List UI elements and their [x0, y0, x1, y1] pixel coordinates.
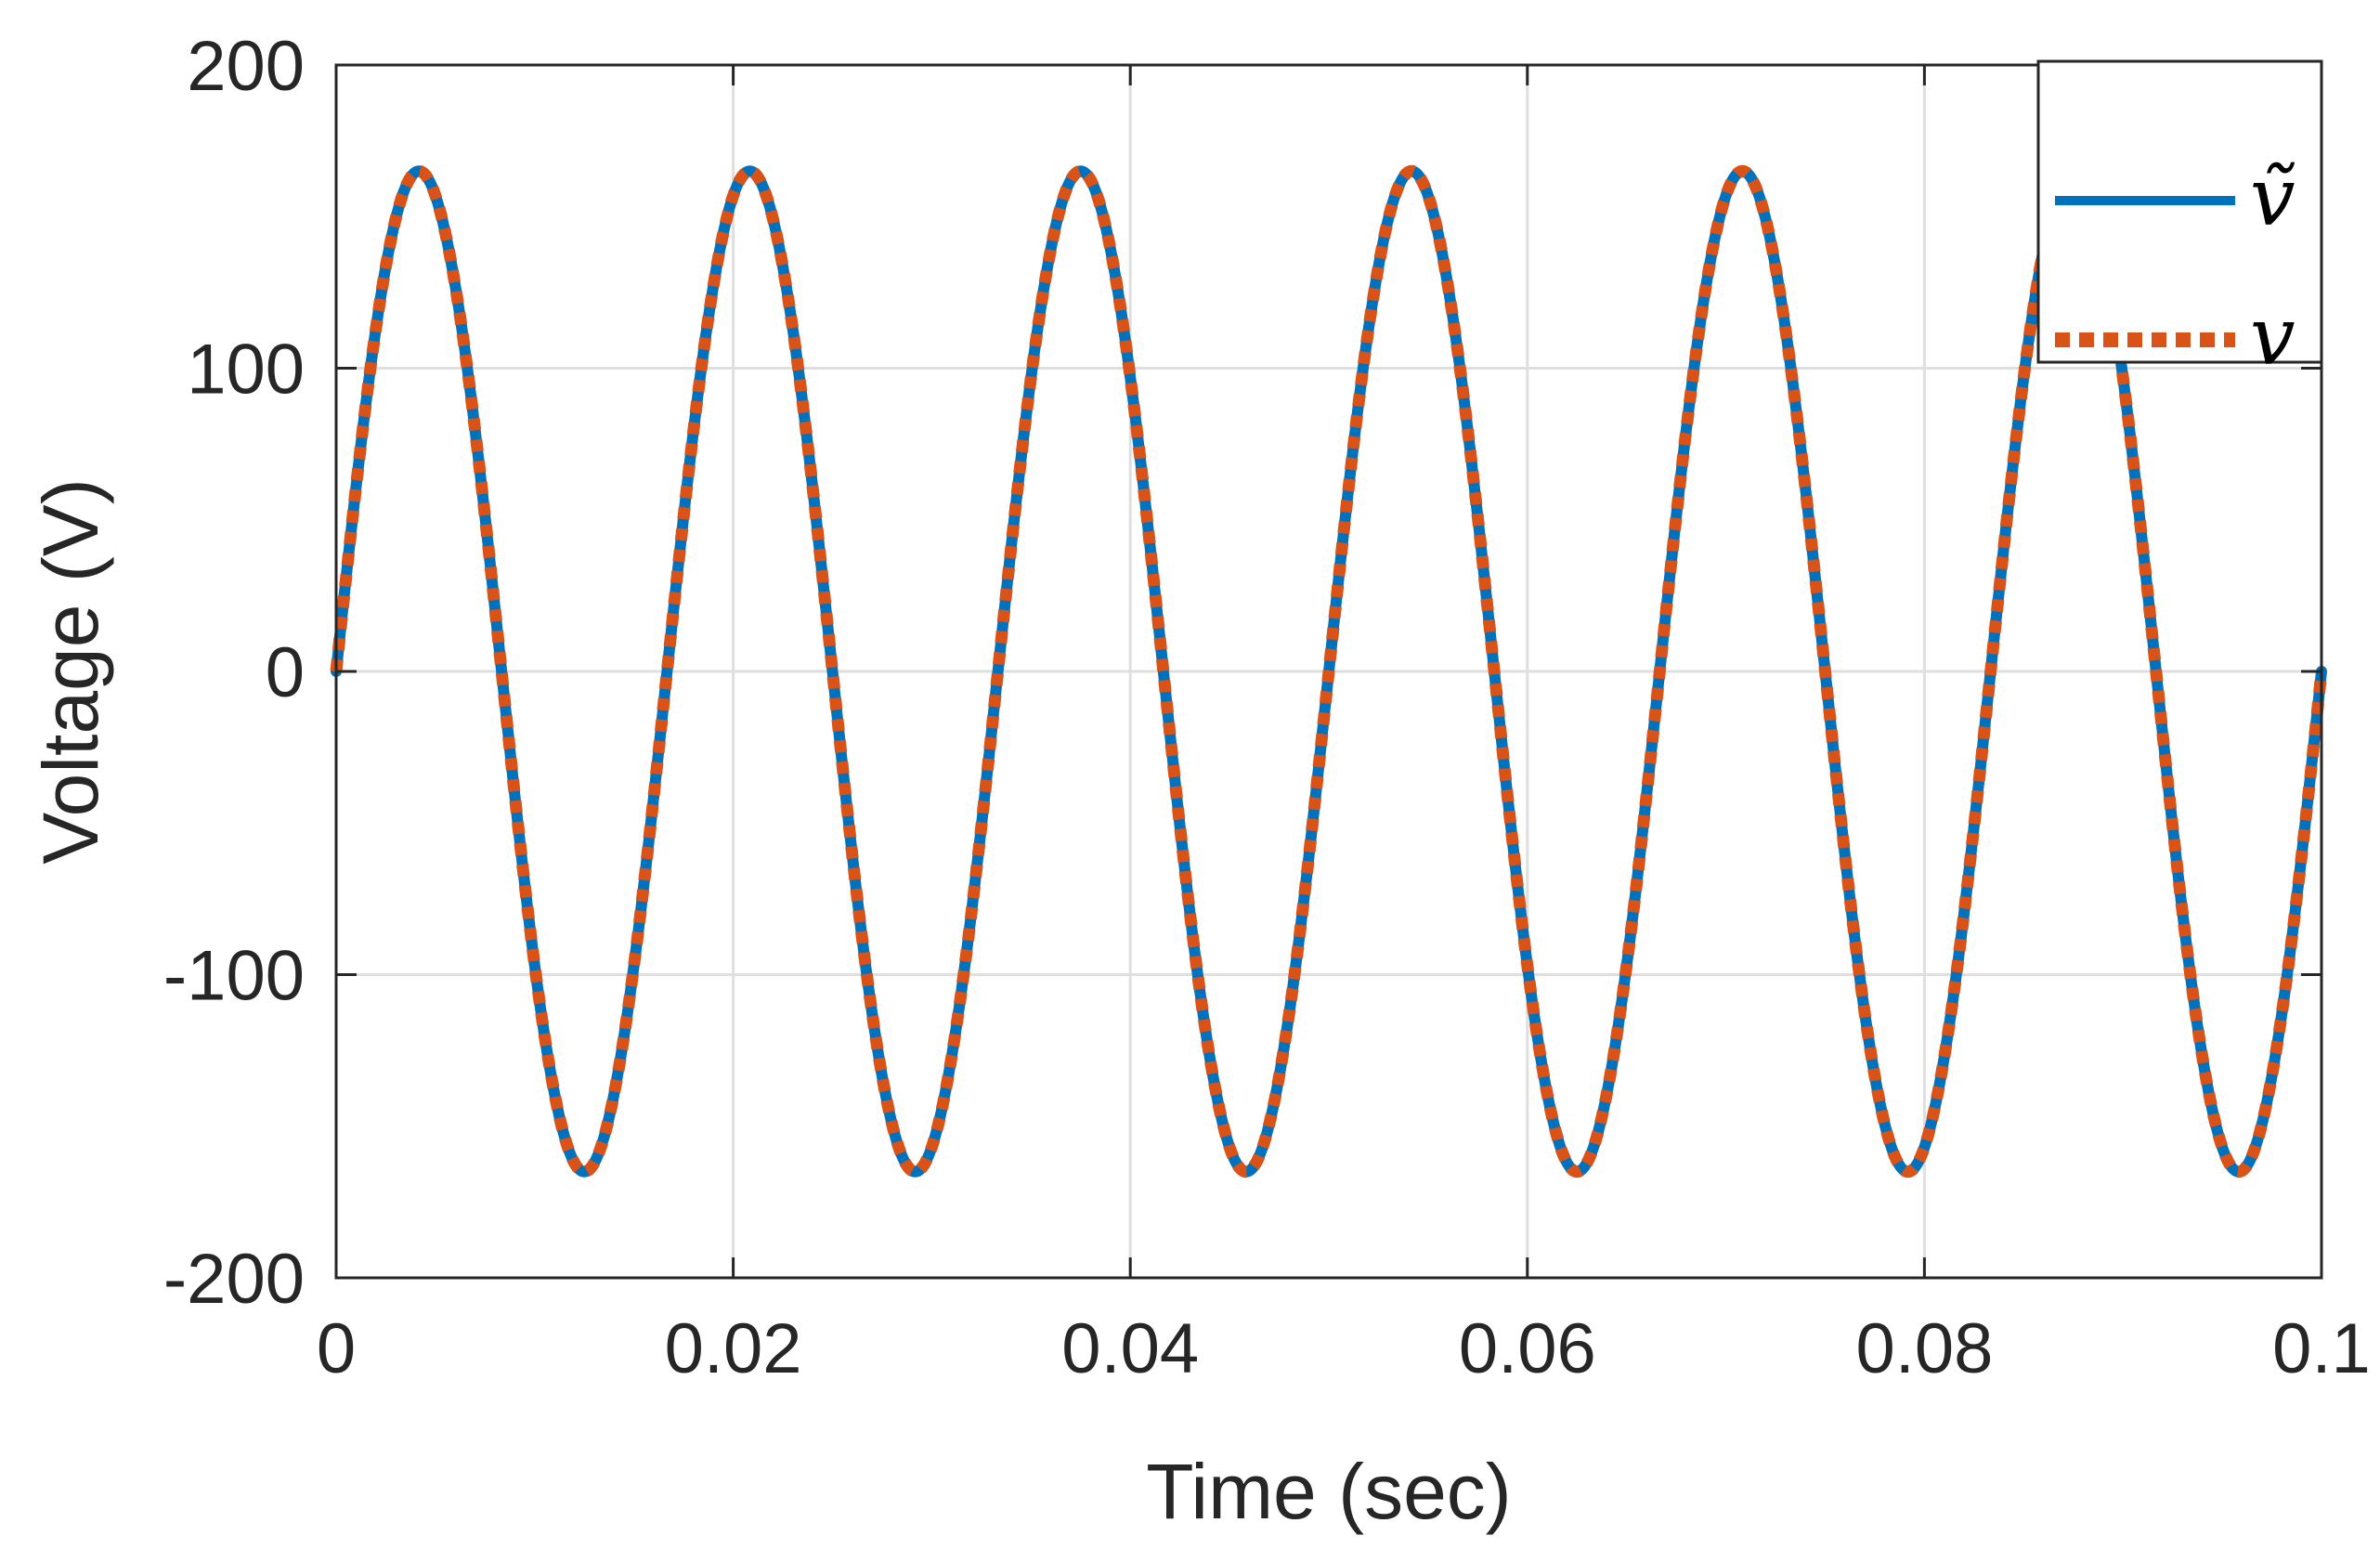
- y-tick-label: -100: [163, 937, 305, 1016]
- series-line-v: [330, 164, 2328, 1178]
- x-tick-label: 0.02: [665, 1309, 802, 1388]
- tick-marks: [334, 63, 2323, 1280]
- series-layer: [330, 164, 2328, 1178]
- x-tick-label: 0.1: [2272, 1309, 2371, 1388]
- legend-label-v-tilde: ṽ: [2250, 151, 2295, 244]
- y-tick-label: 100: [187, 331, 305, 410]
- x-tick-labels: 0 0.02 0.04 0.06 0.08 0.1: [317, 1309, 2371, 1388]
- x-axis-label: Time (sec): [1146, 1448, 1512, 1535]
- y-axis-label: Voltage (V): [27, 478, 114, 865]
- legend-label-v: v: [2250, 291, 2295, 384]
- legend: ṽ v: [2036, 59, 2323, 384]
- x-tick-label: 0.08: [1855, 1309, 1993, 1388]
- y-tick-label: 200: [187, 27, 305, 106]
- x-tick-label: 0: [317, 1309, 356, 1388]
- legend-box: [2036, 59, 2323, 364]
- x-tick-label: 0.04: [1061, 1309, 1199, 1388]
- y-tick-labels: -200 -100 0 100 200: [163, 27, 305, 1319]
- x-tick-label: 0.06: [1459, 1309, 1596, 1388]
- y-tick-label: 0: [266, 633, 305, 712]
- y-tick-label: -200: [163, 1240, 305, 1319]
